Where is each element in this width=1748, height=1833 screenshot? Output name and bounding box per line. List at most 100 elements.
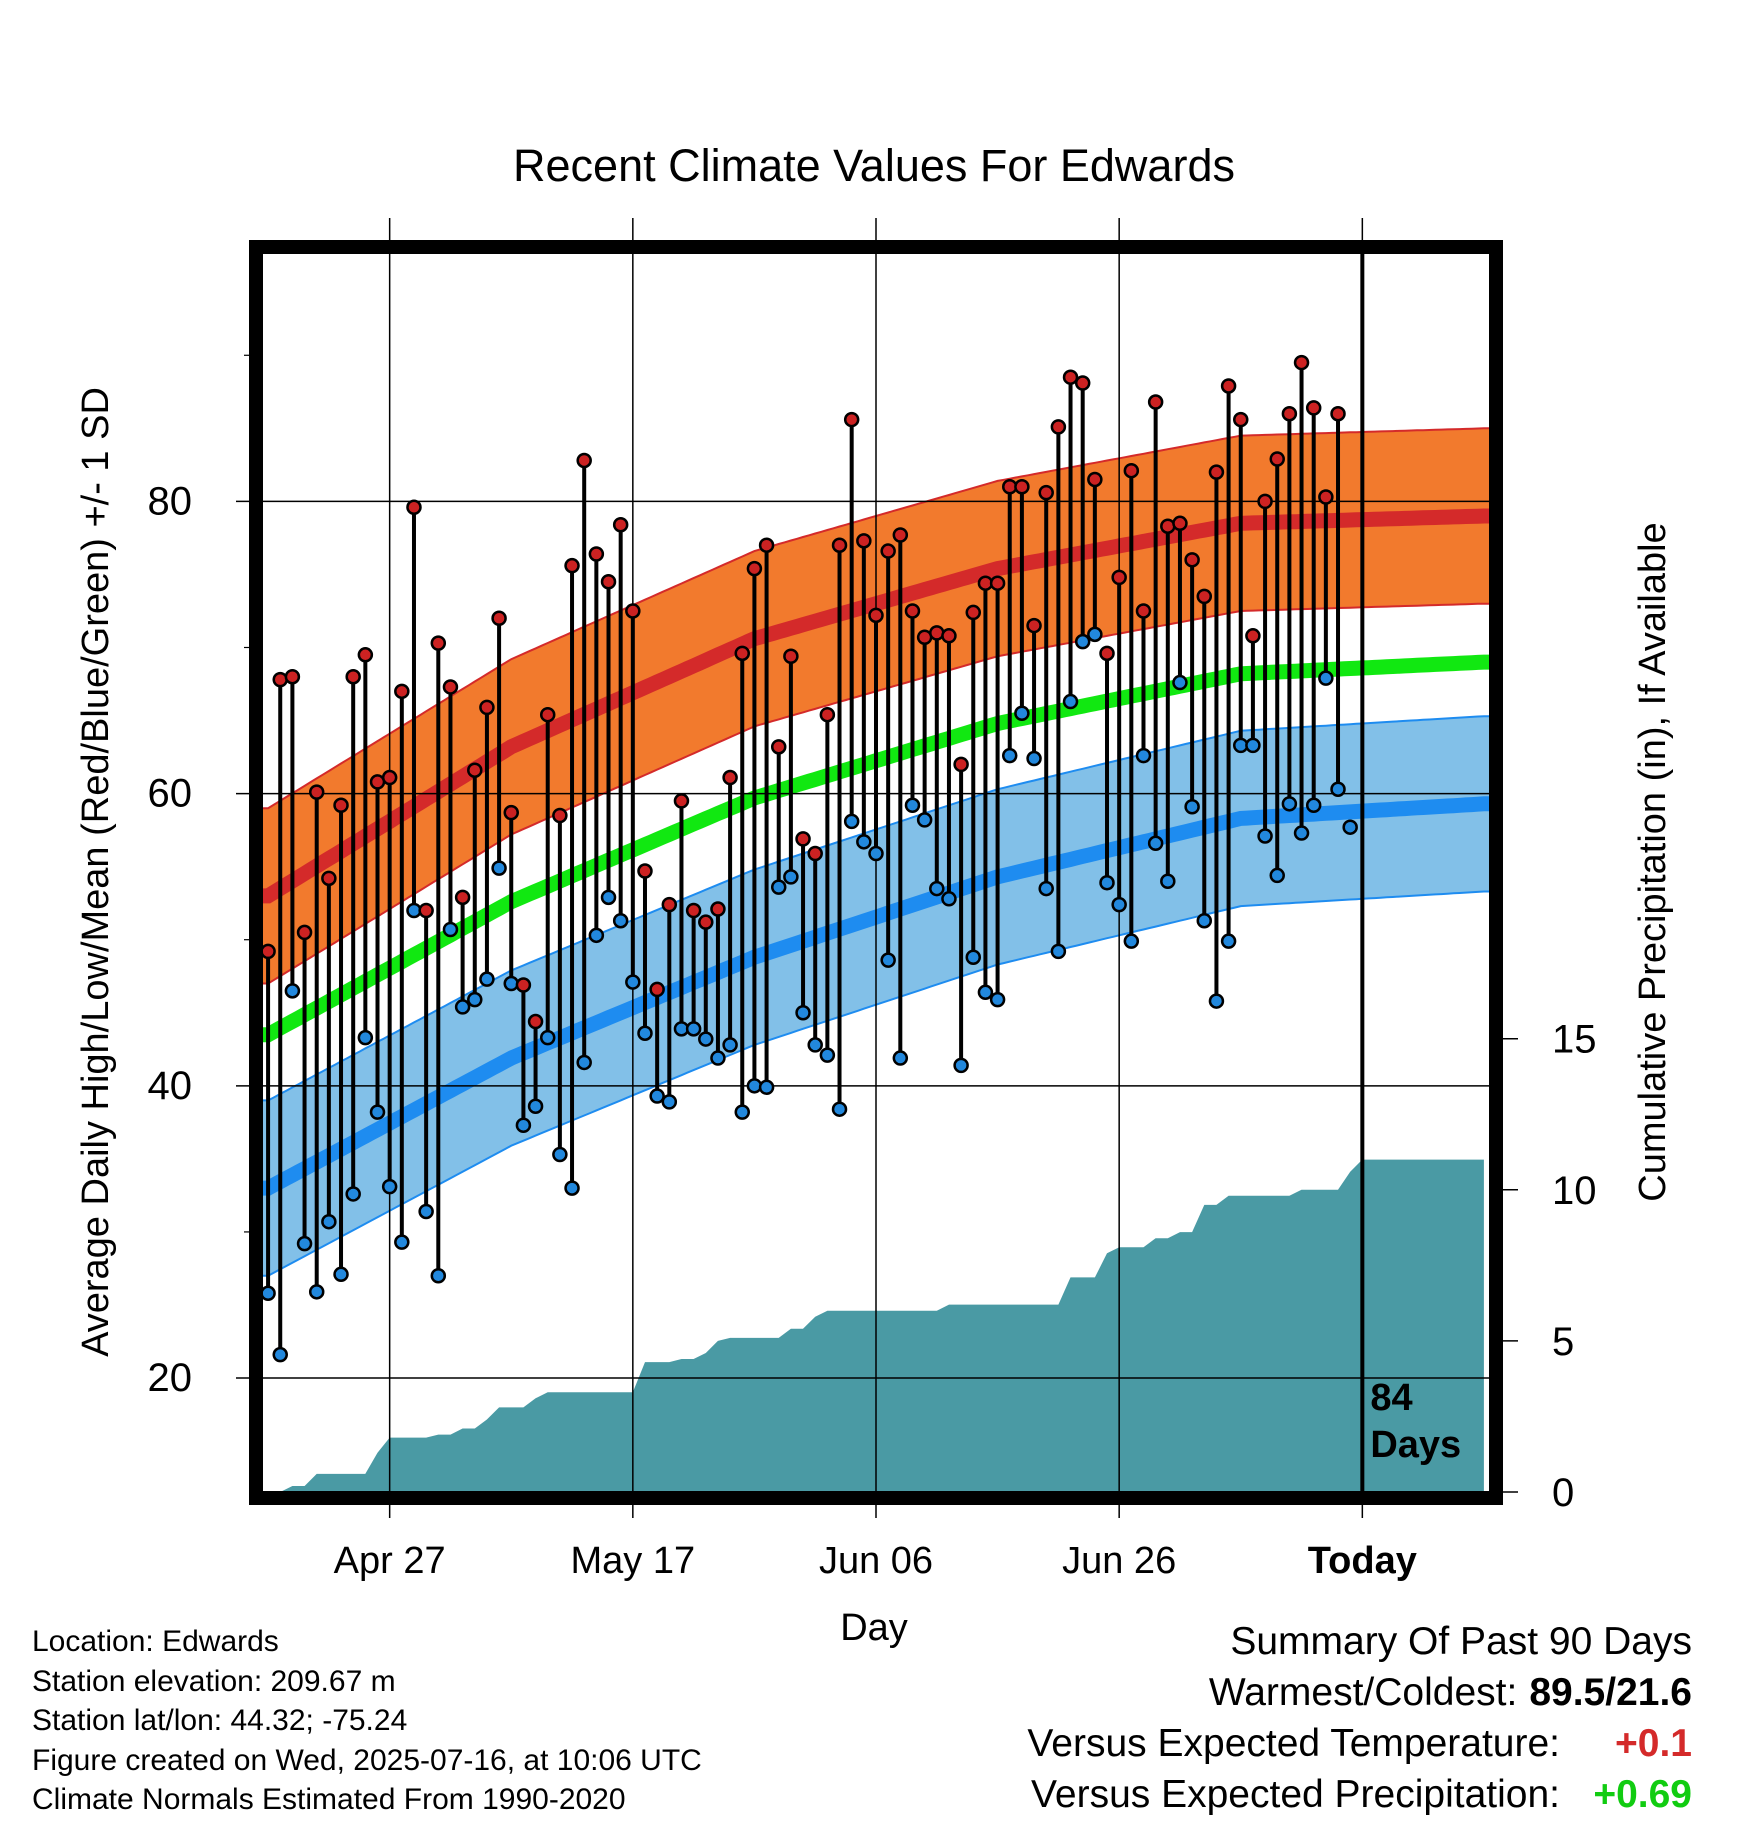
- y-tick-label: 60: [148, 772, 193, 816]
- low-point: [600, 889, 617, 906]
- low-point: [843, 813, 860, 830]
- y2-tick-label: 5: [1552, 1320, 1574, 1364]
- high-point: [1330, 405, 1346, 422]
- low-point: [321, 1213, 337, 1230]
- low-point: [1220, 933, 1237, 949]
- low-point: [345, 1186, 361, 1202]
- low-point: [795, 1005, 811, 1021]
- summary-heading: Summary Of Past 90 Days: [1230, 1620, 1692, 1663]
- high-point: [1050, 419, 1067, 435]
- high-point: [515, 977, 532, 993]
- high-point: [308, 784, 325, 800]
- today-days-number: 84: [1370, 1377, 1412, 1419]
- high-point: [965, 604, 982, 621]
- high-point: [758, 537, 775, 553]
- temp-label: Versus Expected Temperature:: [1027, 1722, 1560, 1765]
- high-point: [710, 901, 726, 917]
- low-point: [1196, 912, 1213, 929]
- low-point: [1001, 747, 1018, 764]
- y2-tick-label: 15: [1552, 1018, 1597, 1062]
- high-point: [284, 668, 301, 685]
- low-point: [1305, 797, 1322, 814]
- y2-tick-label: 10: [1552, 1169, 1597, 1213]
- low-point: [989, 991, 1006, 1008]
- low-point: [1342, 819, 1358, 835]
- high-point: [1318, 489, 1334, 505]
- low-point: [1330, 781, 1346, 797]
- high-point: [1281, 405, 1298, 422]
- x-tick-label: Jun 06: [819, 1540, 933, 1582]
- daily-markers: [262, 354, 1358, 1363]
- high-point: [1014, 479, 1030, 495]
- high-point: [539, 706, 556, 723]
- low-point: [868, 845, 884, 862]
- high-point: [685, 902, 702, 919]
- low-point: [916, 812, 933, 828]
- high-point: [552, 807, 568, 824]
- low-point: [539, 1029, 556, 1046]
- low-point: [1099, 874, 1115, 891]
- low-point: [1111, 896, 1127, 913]
- low-point: [783, 869, 799, 885]
- low-point: [698, 1031, 714, 1047]
- high-point: [430, 635, 447, 651]
- low-point: [1123, 933, 1140, 949]
- low-point: [856, 834, 872, 850]
- y-axis-label: Average Daily High/Low/Mean (Red/Blue/Gr…: [75, 387, 117, 1357]
- normals-text: Climate Normals Estimated From 1990-2020: [32, 1783, 626, 1816]
- high-point: [1099, 645, 1115, 662]
- low-point: [758, 1079, 775, 1096]
- high-point: [1269, 451, 1285, 467]
- low-point: [394, 1234, 410, 1250]
- high-point: [868, 607, 884, 624]
- high-point: [600, 573, 617, 590]
- y-tick-label: 20: [148, 1356, 193, 1400]
- high-point: [856, 533, 872, 549]
- low-point: [734, 1104, 751, 1120]
- created-text: Figure created on Wed, 2025-07-16, at 10…: [32, 1743, 702, 1777]
- high-point: [953, 756, 969, 773]
- high-point: [698, 914, 714, 930]
- today-days-label: Days: [1370, 1424, 1461, 1466]
- low-point: [831, 1101, 848, 1117]
- low-point: [369, 1104, 386, 1120]
- high-point: [1160, 518, 1176, 534]
- low-point: [819, 1047, 836, 1063]
- y2-axis-label: Cumulative Precipitation (in), If Availa…: [1632, 522, 1674, 1201]
- low-point: [576, 1054, 592, 1071]
- high-point: [1038, 484, 1054, 501]
- high-point: [941, 628, 957, 644]
- elevation-text: Station elevation: 209.67 m: [32, 1664, 396, 1698]
- low-point: [649, 1088, 665, 1104]
- high-point: [1172, 515, 1188, 532]
- low-point: [1026, 750, 1042, 767]
- x-axis-label: Day: [840, 1607, 908, 1649]
- high-point: [454, 889, 471, 906]
- low-point: [1074, 633, 1091, 650]
- low-point: [272, 1346, 288, 1363]
- high-point: [333, 797, 349, 814]
- high-point: [345, 668, 361, 685]
- chart-title: Recent Climate Values For Edwards: [513, 140, 1235, 191]
- low-point: [381, 1178, 398, 1195]
- low-point: [1184, 799, 1200, 815]
- high-point: [661, 896, 678, 913]
- high-point: [262, 943, 276, 960]
- low-point: [430, 1268, 447, 1284]
- high-point: [1233, 411, 1249, 428]
- latlon-text: Station lat/lon: 44.32; -75.24: [32, 1704, 408, 1737]
- high-point: [1208, 464, 1225, 480]
- y-tick-label: 40: [148, 1064, 193, 1108]
- low-point: [491, 860, 507, 876]
- low-point: [1245, 737, 1261, 754]
- high-point: [321, 870, 337, 887]
- low-point: [1014, 705, 1030, 721]
- high-point: [929, 625, 945, 641]
- low-point: [1062, 693, 1079, 710]
- high-point: [722, 769, 738, 786]
- low-point: [661, 1094, 678, 1110]
- high-point: [892, 527, 909, 543]
- low-point: [770, 879, 787, 895]
- high-point: [357, 647, 374, 663]
